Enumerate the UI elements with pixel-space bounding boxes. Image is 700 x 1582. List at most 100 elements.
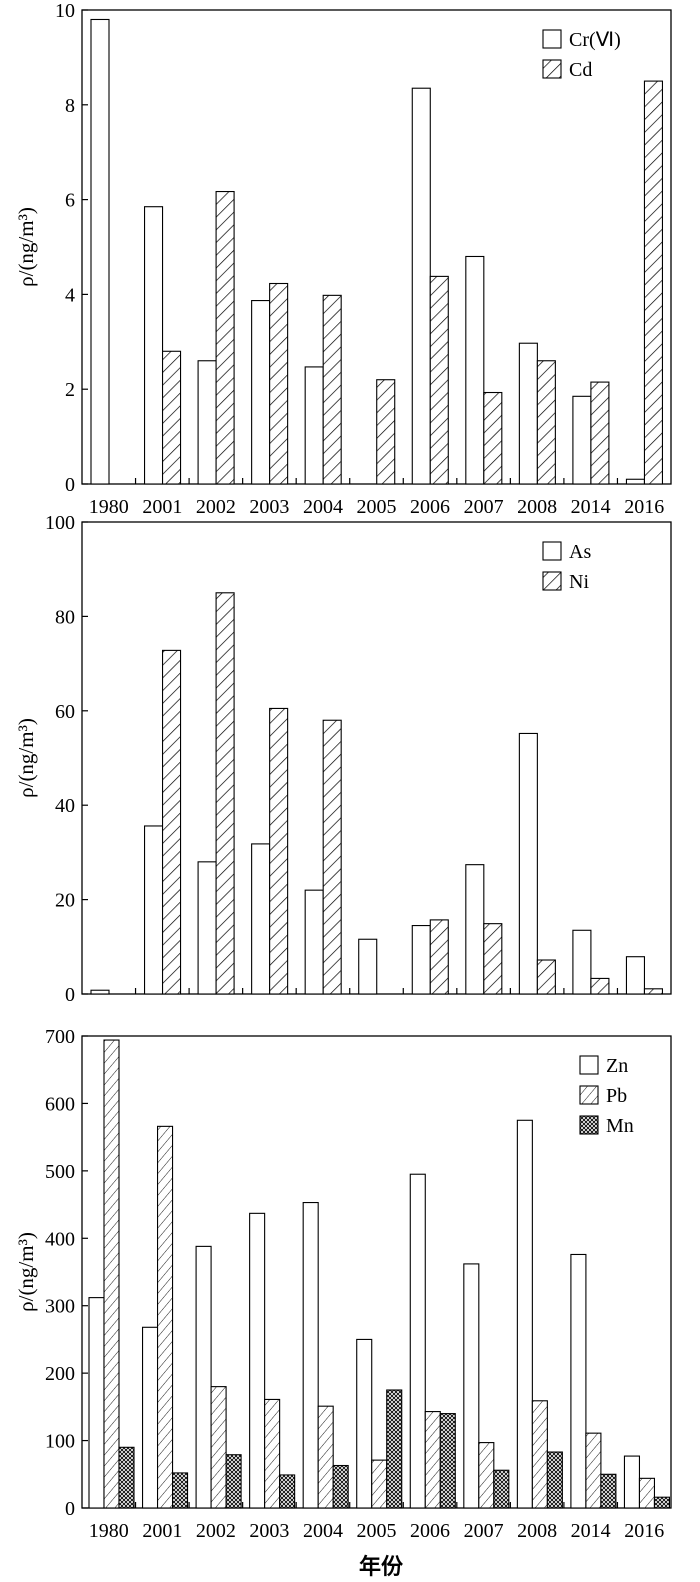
bar-ni-2004 (322, 719, 342, 995)
legend-label: Zn (606, 1055, 628, 1077)
x-tick-label: 2014 (571, 1520, 611, 1542)
y-tick-label: 400 (45, 1228, 75, 1250)
x-tick-label: 2001 (142, 1520, 182, 1542)
bar-zn-2005 (356, 1338, 373, 1509)
bar-ni-2016 (643, 988, 664, 995)
y-tick-label: 100 (45, 1431, 75, 1453)
bar-ni-2014 (590, 977, 610, 995)
bar-pb-2001 (156, 1125, 174, 1509)
bar-as-2003 (251, 843, 271, 995)
legend-label: Pb (606, 1085, 627, 1107)
bar-pb-2016 (638, 1477, 656, 1509)
y-tick-label: 200 (45, 1363, 75, 1385)
bar-zn-2014 (570, 1253, 587, 1509)
bar-mn-2004 (332, 1464, 349, 1509)
chart-panel-2: 0 20 40 60 80 100 ρ/(ng/m³) As Ni (14, 512, 672, 1006)
bar-zn-2008 (516, 1119, 533, 1509)
y-axis-title: ρ/(ng/m³) (14, 1232, 38, 1312)
bar-zn-1980 (88, 1297, 105, 1509)
x-tick-label: 2005 (357, 496, 397, 518)
bar-cr-2008 (518, 342, 538, 485)
legend: Cr(Ⅵ) Cd (542, 29, 621, 81)
y-tick-label: 4 (65, 284, 75, 306)
y-tick-label: 8 (65, 95, 75, 117)
bar-as-2014 (572, 929, 592, 995)
legend-label: Ni (569, 571, 589, 593)
x-axis-title: 年份 (359, 1554, 404, 1580)
y-tick-label: 60 (55, 701, 75, 723)
bar-zn-2002 (195, 1245, 212, 1509)
bar-mn-2008 (546, 1451, 563, 1509)
y-tick-label: 500 (45, 1161, 75, 1183)
bar-pb-2005 (371, 1459, 388, 1509)
bar-cr-2004 (304, 366, 324, 485)
bar-mn-2003 (279, 1474, 296, 1509)
legend-swatch (542, 541, 562, 561)
y-tick-label: 20 (55, 890, 75, 912)
legend-label: Cd (569, 59, 592, 81)
y-tick-label: 6 (65, 190, 75, 212)
legend-swatch (542, 571, 562, 591)
bar-mn-1980 (118, 1446, 135, 1509)
x-tick-label: 2006 (410, 1520, 450, 1542)
bar-cd-2002 (215, 190, 235, 485)
y-tick-label: 0 (65, 474, 75, 496)
bar-mn-2007 (493, 1469, 510, 1509)
bar-cd-2005 (376, 379, 396, 485)
y-tick-label: 700 (45, 1026, 75, 1048)
x-tick-label: 2008 (517, 496, 557, 518)
bar-cd-2008 (536, 360, 556, 485)
bar-cr-2006 (411, 87, 431, 485)
bar-zn-2004 (302, 1201, 319, 1509)
x-tick-label: 2007 (464, 496, 504, 518)
bar-pb-2008 (531, 1400, 548, 1509)
x-tick-label: 2016 (624, 496, 664, 518)
bar-mn-2006 (439, 1413, 456, 1509)
bar-cd-2006 (429, 275, 449, 485)
legend: Zn Pb Mn (579, 1055, 634, 1137)
y-tick-label: 100 (45, 512, 75, 534)
x-tick-label: 2003 (249, 1520, 289, 1542)
x-tick-label: 2005 (357, 1520, 397, 1542)
bar-zn-2006 (409, 1173, 426, 1509)
legend-swatch (579, 1085, 599, 1105)
bar-cr-2016 (625, 478, 646, 485)
y-tick-label: 300 (45, 1296, 75, 1318)
x-tick-label: 2002 (196, 1520, 236, 1542)
x-tick-label: 2007 (464, 1520, 504, 1542)
bar-mn-2014 (600, 1473, 617, 1509)
legend-label: Cr(Ⅵ) (569, 29, 621, 51)
bar-pb-2007 (478, 1442, 495, 1509)
bar-pb-2006 (424, 1411, 441, 1509)
x-tick-label: 2002 (196, 496, 236, 518)
bar-as-1980 (90, 989, 110, 995)
x-tick-label: 2008 (517, 1520, 557, 1542)
y-axis-title: ρ/(ng/m³) (14, 207, 38, 287)
bar-as-2005 (358, 938, 378, 995)
chart-panel-1: 0 2 4 6 8 10 ρ/(ng/m³) 1980 2001 2002 2003 2004 2005… (14, 0, 672, 518)
legend-label: As (569, 541, 591, 563)
bar-cd-2004 (322, 294, 342, 485)
y-axis-title: ρ/(ng/m³) (14, 718, 38, 798)
bar-ni-2001 (161, 649, 182, 995)
bar-mn-2005 (386, 1389, 403, 1509)
bar-pb-2004 (317, 1405, 334, 1509)
y-tick-label: 600 (45, 1093, 75, 1115)
legend-swatch (579, 1055, 599, 1075)
bar-as-2016 (625, 956, 646, 995)
x-tick-label: 2016 (624, 1520, 664, 1542)
bar-ni-2002 (215, 592, 235, 995)
bar-ni-2008 (536, 959, 556, 995)
x-tick-label: 2001 (142, 496, 182, 518)
bar-ni-2006 (429, 919, 449, 995)
bar-pb-1980 (103, 1039, 120, 1509)
legend-swatch (542, 29, 562, 49)
bar-mn-2002 (225, 1454, 242, 1509)
bar-as-2007 (465, 864, 485, 995)
x-tick-label: 2004 (303, 1520, 343, 1542)
bar-cd-2007 (483, 391, 503, 485)
bar-as-2006 (411, 925, 431, 995)
bar-as-2001 (143, 825, 164, 995)
bar-cr-2002 (197, 360, 217, 485)
